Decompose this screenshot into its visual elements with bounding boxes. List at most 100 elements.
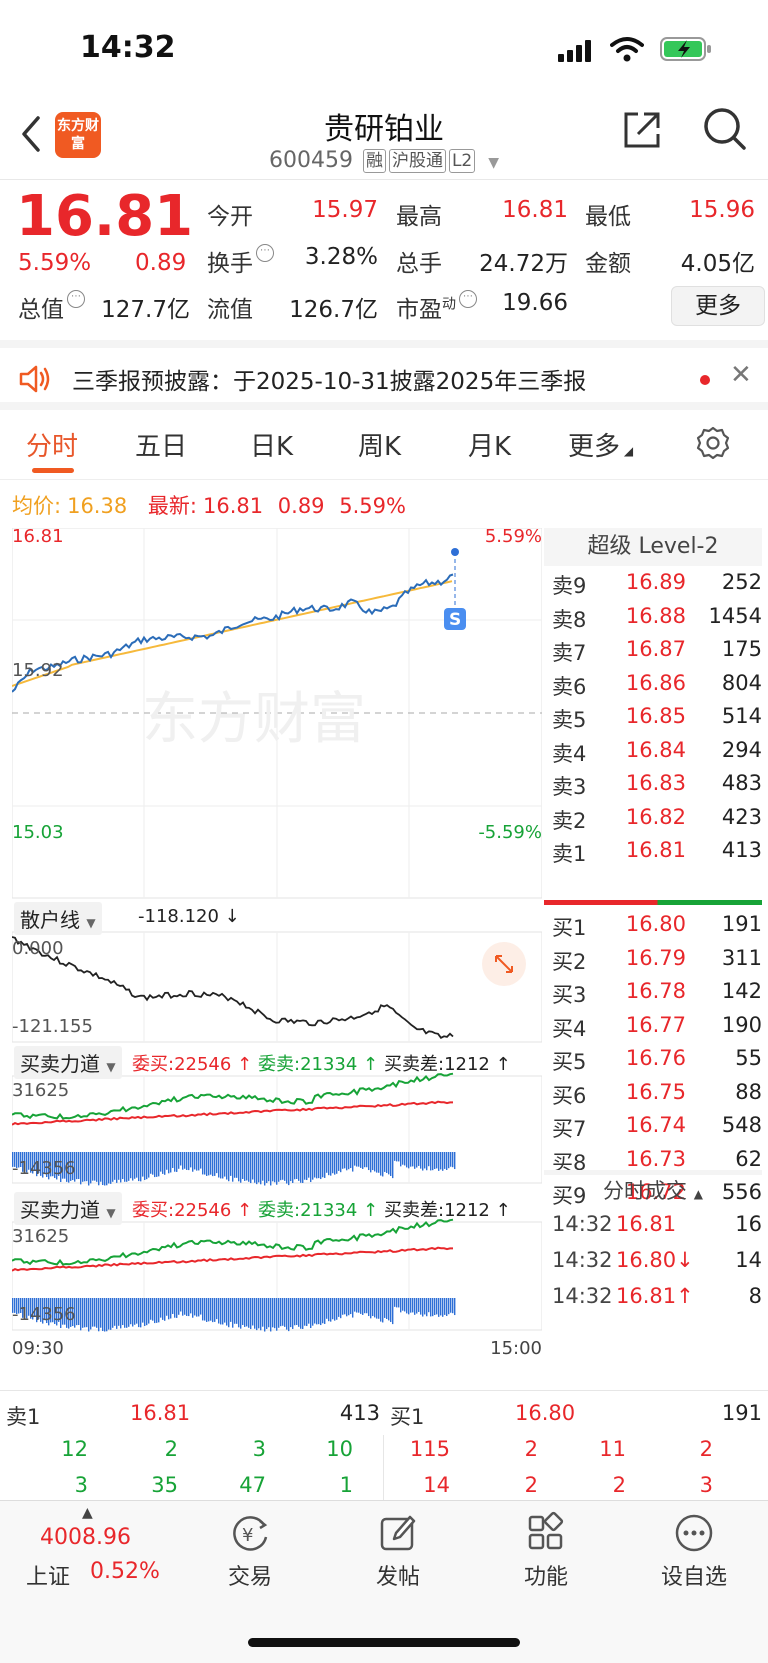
- ask-row[interactable]: 卖2 16.82 423: [544, 805, 762, 839]
- tab-daily-k[interactable]: 日K: [250, 432, 294, 462]
- edit-icon: [380, 1515, 416, 1551]
- force-bar: [204, 1152, 206, 1175]
- force-bar: [442, 1152, 444, 1171]
- nav-trade[interactable]: ¥ 交易: [190, 1511, 310, 1591]
- force-bar: [402, 1152, 404, 1165]
- ask-row[interactable]: 卖6 16.86 804: [544, 671, 762, 705]
- force-bar: [358, 1152, 360, 1167]
- back-arrow-icon[interactable]: [18, 114, 44, 154]
- trade-icon: ¥: [233, 1516, 268, 1551]
- market-cap-label[interactable]: 总值⋯: [18, 290, 85, 324]
- force-bar: [228, 1152, 230, 1182]
- force-bar: [108, 1298, 110, 1330]
- battery-charging-icon: [660, 37, 711, 61]
- force-selector-1[interactable]: 买卖力道 ▼: [14, 1046, 122, 1079]
- nav-add-watchlist[interactable]: 设自选: [634, 1511, 754, 1591]
- retail-line-selector[interactable]: 散户线 ▼: [14, 902, 102, 935]
- expand-up-icon: ▲: [82, 1505, 93, 1521]
- ask-level-label: 卖3: [552, 775, 587, 799]
- bid-row[interactable]: 买5 16.76 55: [544, 1046, 762, 1080]
- stock-code: 600459: [268, 148, 353, 173]
- force-selector-2[interactable]: 买卖力道 ▼: [14, 1192, 122, 1225]
- tab-intraday[interactable]: 分时: [26, 432, 79, 462]
- summary-count: 2: [612, 1473, 626, 1497]
- force-bar: [416, 1152, 418, 1168]
- ticks-title[interactable]: 分时成交 ▲: [603, 1179, 703, 1203]
- bid-row[interactable]: 买6 16.75 88: [544, 1080, 762, 1114]
- svg-text:S: S: [449, 610, 461, 630]
- force-bar: [434, 1152, 436, 1170]
- bottom-nav: ▲ 4008.96 上证 0.52% ¥ 交易 发帖 功能 设自: [0, 1500, 768, 1663]
- intraday-chart-area[interactable]: 东方财富 S 16.81 5.59% 15.92 15.03 -5.: [12, 526, 542, 1386]
- bid-row[interactable]: 买4 16.77 190: [544, 1013, 762, 1047]
- force-bar: [134, 1152, 136, 1179]
- force-bar: [296, 1152, 298, 1179]
- tab-monthly-k[interactable]: 月K: [468, 432, 512, 462]
- tick-time: 14:32: [552, 1212, 613, 1236]
- force-bar: [222, 1298, 224, 1325]
- notice-bar[interactable]: 三季报预披露：于2025-10-31披露2025年三季报 ✕: [0, 340, 768, 410]
- force-bar: [450, 1298, 452, 1313]
- force-bar: [158, 1298, 160, 1323]
- bid-row[interactable]: 买2 16.79 311: [544, 946, 762, 980]
- force-bar: [178, 1298, 180, 1315]
- force-bar: [198, 1152, 200, 1171]
- force-bar: [112, 1152, 114, 1182]
- share-icon[interactable]: [620, 108, 664, 152]
- stock-name: 贵研铂业: [324, 112, 444, 147]
- more-button[interactable]: 更多: [671, 286, 765, 326]
- force-bar: [212, 1298, 214, 1323]
- tab-weekly-k[interactable]: 周K: [358, 432, 402, 462]
- speaker-icon: [19, 365, 50, 393]
- ask-row[interactable]: 卖4 16.84 294: [544, 738, 762, 772]
- bid-price: 16.74: [625, 1113, 686, 1137]
- force-bar: [430, 1298, 432, 1317]
- force-bar: [54, 1298, 56, 1325]
- search-icon[interactable]: [702, 106, 748, 152]
- float-cap-label: 流值: [207, 297, 253, 323]
- index-ticker[interactable]: ▲ 4008.96 上证 0.52%: [0, 1501, 180, 1621]
- force-bar: [266, 1152, 268, 1183]
- force-bar: [250, 1152, 252, 1184]
- force-bar: [288, 1152, 290, 1186]
- bid-row[interactable]: 买1 16.80 191: [544, 912, 762, 946]
- force-bar: [282, 1298, 284, 1326]
- ask-row[interactable]: 卖7 16.87 175: [544, 637, 762, 671]
- gear-icon[interactable]: [696, 426, 730, 460]
- ask-row[interactable]: 卖5 16.85 514: [544, 704, 762, 738]
- pe-label[interactable]: 市盈动 ⋯: [396, 290, 477, 324]
- force-bar: [426, 1152, 428, 1171]
- force-bar: [118, 1152, 120, 1180]
- force-bar: [320, 1298, 322, 1326]
- force-bar: [248, 1152, 250, 1182]
- force-bar: [164, 1152, 166, 1175]
- force-bar: [276, 1152, 278, 1185]
- nav-functions[interactable]: 功能: [486, 1511, 606, 1591]
- force-bar: [280, 1152, 282, 1181]
- nav-post[interactable]: 发帖: [338, 1511, 458, 1591]
- force-bar: [160, 1152, 162, 1172]
- force-bar: [306, 1298, 308, 1327]
- bid-row[interactable]: 买7 16.74 548: [544, 1113, 762, 1147]
- tab-more[interactable]: 更多 ◢: [568, 432, 634, 462]
- ask-row[interactable]: 卖9 16.89 252: [544, 570, 762, 604]
- force-bar: [390, 1298, 392, 1322]
- volume-label: 总手: [396, 251, 442, 277]
- force-bar: [238, 1152, 240, 1182]
- force-bar: [304, 1298, 306, 1326]
- turnover-label[interactable]: 换手⋯: [207, 244, 274, 278]
- force-bar: [346, 1298, 348, 1317]
- force-bar: [130, 1152, 132, 1179]
- close-icon[interactable]: ✕: [730, 360, 752, 390]
- stock-code-line[interactable]: 600459 融沪股通 L2 ▼: [0, 148, 768, 173]
- ask-price: 16.89: [625, 570, 686, 594]
- ask-level-label: 卖9: [552, 574, 587, 598]
- tab-five-day[interactable]: 五日: [135, 432, 188, 462]
- bid-row[interactable]: 买3 16.78 142: [544, 979, 762, 1013]
- bid-row[interactable]: 买9 16.72 556: [544, 1180, 762, 1214]
- force-bar: [244, 1152, 246, 1181]
- ask-row[interactable]: 卖8 16.88 1454: [544, 604, 762, 638]
- ask-row[interactable]: 卖3 16.83 483: [544, 771, 762, 805]
- tag-stock-connect: 沪股通: [388, 149, 446, 173]
- ask-row[interactable]: 卖1 16.81 413: [544, 838, 762, 872]
